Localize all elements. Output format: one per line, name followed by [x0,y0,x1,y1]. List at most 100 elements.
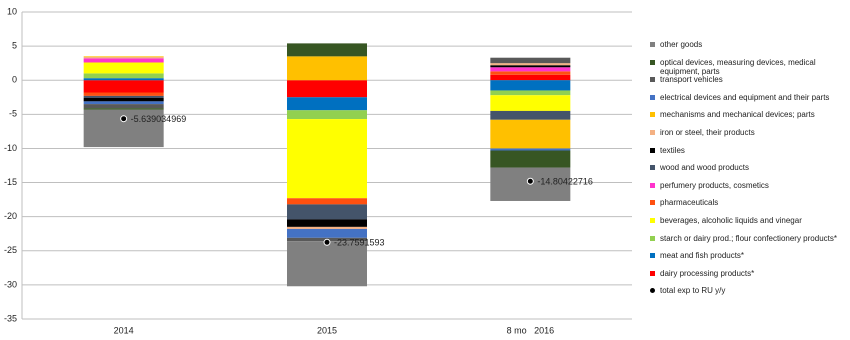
bar-segment [490,119,571,149]
legend-label: beverages, alcoholic liquids and vinegar [660,215,802,225]
legend-item: transport vehicles [646,75,846,93]
legend-swatch [650,129,655,135]
legend-item: textiles [646,146,846,164]
legend-label: iron or steel, their products [660,127,755,137]
bar-segment [287,110,367,120]
total-label: -23.7591593 [334,238,385,248]
legend-label: starch or dairy prod.; flour confectione… [660,233,837,243]
bar-segment [83,73,164,79]
bar-segment [490,71,571,75]
y-tick-label: -10 [4,143,17,153]
bar-segment [490,110,571,120]
legend-item: mechanisms and mechanical devices; parts [646,110,846,128]
bar-segment [83,62,164,74]
bar-segment [287,80,367,98]
legend-item: optical devices, measuring devices, medi… [646,58,846,76]
legend-swatch [650,217,655,223]
y-tick-label: -25 [4,245,17,255]
x-tick-label: 2014 [114,325,134,335]
legend-label: electrical devices and equipment and the… [660,92,830,102]
y-tick-label: 5 [12,40,17,50]
legend-label: pharmaceuticals [660,198,719,208]
y-tick-label: -15 [4,177,17,187]
legend-item: beverages, alcoholic liquids and vinegar [646,216,846,234]
bar-segment [490,150,571,168]
total-dot [526,177,534,185]
total-label: -5.639034969 [131,114,187,124]
bar-segment [83,92,164,96]
legend-swatch [650,253,655,259]
legend: other goods optical devices, measuring de… [646,40,846,304]
bar-segment [83,108,164,110]
bar-segment [490,74,571,81]
bar-segment [287,241,367,287]
legend-label: meat and fish products* [660,251,745,261]
legend-swatch [650,94,655,100]
bar-segment [490,148,571,151]
total-dot [120,115,128,123]
x-tick-label: 2015 [317,325,337,335]
bar-segment [83,101,164,105]
legend-swatch [650,42,655,47]
legend-swatch [650,59,655,65]
bar-segment [490,90,571,96]
legend-label: wood and wood products [660,163,749,173]
bar-segment [83,78,164,81]
bar-segment [287,119,367,199]
y-tick-label: 0 [12,75,17,85]
bar-segment [83,80,164,93]
y-tick-label: 10 [7,6,17,16]
legend-swatch [650,235,655,241]
legend-label: perfumery products, cosmetics [660,180,769,190]
legend-item: dairy processing products* [646,269,846,287]
bar-segment [490,67,571,72]
bar-segment [287,226,367,229]
bar-segment [287,198,367,205]
legend-item: other goods [646,40,846,58]
x-tick-label: 8 mo 2016 [507,325,555,335]
bar-segment [83,57,164,59]
legend-label: total exp to RU y/y [660,286,726,296]
legend-swatch [650,165,655,171]
bar-segment [83,58,164,63]
legend-swatch [650,112,655,118]
legend-swatch [650,200,655,206]
bar-segment [83,104,164,109]
bar-segment [287,43,367,57]
legend-item: starch or dairy prod.; flour confectione… [646,234,846,252]
legend-label: mechanisms and mechanical devices; parts [660,110,815,120]
bar-segment [83,97,164,102]
legend-swatch [650,288,655,294]
legend-swatch [650,77,655,83]
legend-item: total exp to RU y/y [646,286,846,304]
legend-item: iron or steel, their products [646,128,846,146]
bar-segment [83,56,164,58]
total-dot [323,238,331,246]
bar-segment [287,228,367,238]
bar-segment [287,219,367,227]
legend-label: textiles [660,145,685,155]
legend-label: transport vehicles [660,75,723,85]
bar-segment [287,56,367,81]
legend-item: pharmaceuticals [646,198,846,216]
y-tick-label: -20 [4,211,17,221]
legend-label: optical devices, measuring devices, medi… [660,57,816,76]
legend-item: meat and fish products* [646,251,846,269]
bar-segment [490,95,571,111]
plot: -35 -30 -25 -20 -15 -10 -5 0 5 10 2014 -5.639034969… [4,6,632,335]
legend-item: wood and wood products [646,163,846,181]
legend-label: other goods [660,40,703,49]
legend-swatch [650,147,655,153]
legend-label: dairy processing products* [660,268,755,278]
bar-segment [490,57,571,64]
y-tick-label: -35 [4,313,17,323]
bar-segment [83,95,164,98]
bar-segment [287,204,367,220]
legend-item: electrical devices and equipment and the… [646,93,846,111]
bar-segment [287,97,367,111]
y-tick-label: -5 [9,109,17,119]
legend-swatch [650,270,655,276]
bar-segment [490,80,571,91]
y-tick-label: -30 [4,279,17,289]
